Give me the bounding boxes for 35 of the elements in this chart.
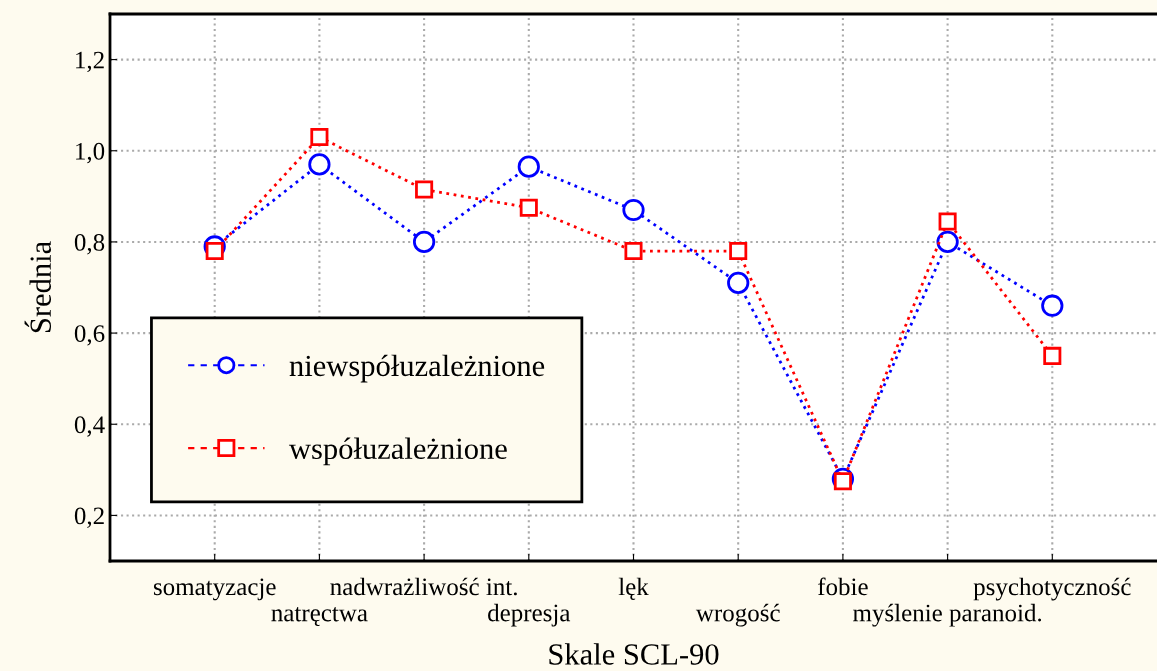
point [415,180,434,199]
point [1041,294,1064,317]
y-tick-label: 1,2 [76,51,104,73]
y-tick-label: 0,2 [74,507,104,528]
point [729,242,748,261]
y-axis-title: Średnia [24,241,52,333]
point [622,198,645,222]
y-tick-label: 0,8 [74,233,105,255]
x-tick-label: psychotyczność [973,577,1131,601]
point [310,128,329,147]
y-tick-label: 0,4 [74,416,105,437]
legend-label: współuzależnione [288,437,507,466]
x-tick-label: somatyzacje [153,578,276,601]
point [938,212,957,231]
point [1043,346,1062,365]
point [936,230,959,254]
x-tick-label: fobie [817,577,868,596]
point [727,271,750,295]
x-tick-label: depresja [488,603,571,627]
x-tick-label: nadwrażliwość int. [330,577,517,596]
x-tick-label: wrogość [695,603,780,627]
point [308,153,331,176]
y-tick-label: 1,0 [76,142,105,164]
point [412,230,436,254]
point [519,198,538,217]
x-tick-label: myślenie paranoid. [853,603,1042,627]
point [205,242,224,261]
point [517,155,540,178]
point [624,242,643,261]
y-tick-label: 0,6 [74,325,105,346]
x-axis-title: Skale SCL-90 [549,643,719,665]
legend-label: niewspółuzależnione [289,354,545,383]
point [833,472,852,491]
x-tick-label: lęk [618,577,649,600]
x-tick-label: natręctwa [271,607,368,627]
